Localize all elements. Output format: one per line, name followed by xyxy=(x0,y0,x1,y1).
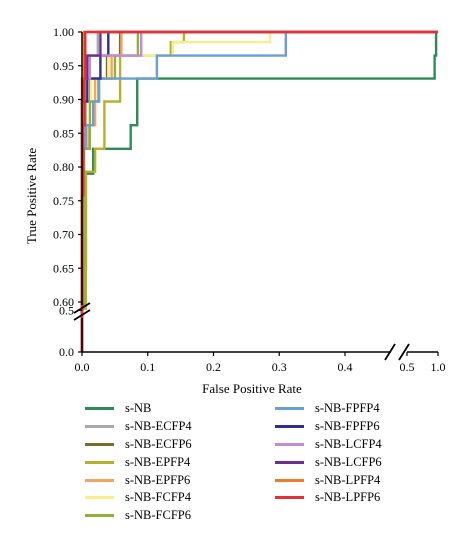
legend-swatch xyxy=(85,460,114,464)
x-axis-break-mark xyxy=(398,343,410,361)
series-line-s-nb-fpfp4 xyxy=(80,30,438,352)
legend-label: s-NB-FPFP6 xyxy=(315,419,380,434)
x-axis-title: False Positive Rate xyxy=(202,381,302,396)
x-tick-label: 0.5 xyxy=(400,360,415,374)
legend-label: s-NB-ECFP6 xyxy=(125,436,192,451)
legend-label: s-NB-FPFP4 xyxy=(315,401,380,416)
legend-item: s-NB-LPFP4 xyxy=(275,471,382,489)
legend-label: s-NB-FCFP4 xyxy=(125,490,191,505)
legend-swatch xyxy=(275,442,304,446)
y-axis-break-mark xyxy=(73,309,91,321)
legend-item: s-NB-FCFP6 xyxy=(85,507,192,525)
y-tick-label: 1.00 xyxy=(53,25,74,39)
legend-item: s-NB-FCFP4 xyxy=(85,489,192,507)
legend-swatch xyxy=(275,407,304,411)
series-line-s-nb-epfp6 xyxy=(80,30,438,352)
x-tick-label: 1.0 xyxy=(431,360,446,374)
legend-item: s-NB-LPFP6 xyxy=(275,489,382,507)
legend-column-left: s-NB s-NB-ECFP4 s-NB-ECFP6 s-NB-EPFP4 s-NB-E… xyxy=(85,400,192,525)
legend-swatch xyxy=(85,478,114,482)
series-line-s-nb-fcfp4 xyxy=(80,30,438,352)
y-tick-label: 0.70 xyxy=(53,228,74,242)
roc-chart: 0.0 0.1 0.2 0.3 0.4 0.5 1.00.00.50.600.650.700… xyxy=(24,25,446,396)
y-tick-label: 0.90 xyxy=(53,93,74,107)
y-tick-label: 0.5 xyxy=(59,303,74,317)
series-line-s-nb-ecfp4 xyxy=(80,30,438,352)
legend-swatch xyxy=(85,407,114,411)
x-tick-label: 0.0 xyxy=(75,360,90,374)
x-tick-label: 0.2 xyxy=(206,360,221,374)
legend-swatch xyxy=(275,496,304,500)
legend-label: s-NB-ECFP4 xyxy=(125,419,192,434)
series-line-s-nb-lpfp4 xyxy=(80,30,438,352)
legend-item: s-NB xyxy=(85,400,192,418)
series-line-s-nb-fpfp6 xyxy=(80,30,438,352)
series-line-s-nb-lcfp4 xyxy=(80,30,438,352)
legend-swatch xyxy=(275,460,304,464)
legend-column-right: s-NB-FPFP4 s-NB-FPFP6 s-NB-LCFP4 s-NB-LCFP6… xyxy=(275,400,382,507)
series-line-s-nb-fcfp6 xyxy=(80,30,438,352)
y-tick-label: 0.75 xyxy=(53,194,74,208)
legend-label: s-NB-LPFP4 xyxy=(315,472,381,487)
legend-swatch xyxy=(275,425,304,429)
legend-item: s-NB-EPFP6 xyxy=(85,471,192,489)
legend-label: s-NB-LCFP4 xyxy=(315,436,382,451)
x-tick-label: 0.3 xyxy=(272,360,287,374)
legend-item: s-NB-FPFP6 xyxy=(275,418,382,436)
y-tick-label: 0.85 xyxy=(53,126,74,140)
y-axis-break-mark xyxy=(73,302,91,314)
series-lines xyxy=(80,30,438,352)
y-tick-label: 0.95 xyxy=(53,59,74,73)
x-tick-label: 0.4 xyxy=(337,360,352,374)
legend-swatch xyxy=(275,478,304,482)
legend-label: s-NB xyxy=(125,401,152,416)
legend-label: s-NB-LPFP6 xyxy=(315,490,381,505)
x-axis-break-mark xyxy=(384,343,396,361)
legend-item: s-NB-ECFP4 xyxy=(85,418,192,436)
legend-item: s-NB-LCFP6 xyxy=(275,453,382,471)
y-tick-label: 0.80 xyxy=(53,160,74,174)
series-line-s-nb-lcfp6 xyxy=(80,30,438,352)
legend-swatch xyxy=(85,514,114,518)
legend-label: s-NB-LCFP6 xyxy=(315,454,382,469)
legend-swatch xyxy=(85,425,114,429)
legend-item: s-NB-ECFP6 xyxy=(85,436,192,454)
series-line-s-nb xyxy=(80,30,438,352)
legend-label: s-NB-EPFP4 xyxy=(125,454,191,469)
legend-swatch xyxy=(85,496,114,500)
legend-item: s-NB-EPFP4 xyxy=(85,453,192,471)
legend-item: s-NB-FPFP4 xyxy=(275,400,382,418)
axes: 0.0 0.1 0.2 0.3 0.4 0.5 1.00.00.50.600.650.700… xyxy=(53,25,446,374)
y-tick-label: 0.65 xyxy=(53,261,74,275)
series-line-s-nb-ecfp6 xyxy=(80,30,438,352)
y-axis-title: True Positive Rate xyxy=(24,148,39,245)
series-line-s-nb-epfp4 xyxy=(80,30,438,352)
series-line-s-nb-lpfp6 xyxy=(80,30,438,352)
legend-label: s-NB-EPFP6 xyxy=(125,472,191,487)
legend-label: s-NB-FCFP6 xyxy=(125,508,191,523)
y-tick-label: 0.0 xyxy=(59,345,74,359)
legend-swatch xyxy=(85,442,114,446)
y-tick-label: 0.60 xyxy=(53,295,74,309)
legend-item: s-NB-LCFP4 xyxy=(275,436,382,454)
x-tick-label: 0.1 xyxy=(140,360,155,374)
